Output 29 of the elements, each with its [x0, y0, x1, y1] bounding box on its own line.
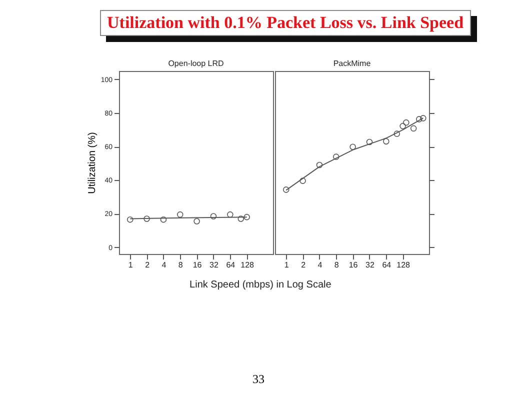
point [227, 211, 234, 218]
y-axis-title: Utilization (%) [86, 132, 98, 194]
x-tick-label: 4 [318, 260, 323, 270]
point [176, 211, 184, 218]
x-tick-label: 64 [382, 260, 392, 270]
x-tick-label: 2 [301, 260, 306, 270]
point [144, 216, 150, 222]
x-tick-label: 32 [210, 260, 219, 270]
text: 33 [252, 372, 266, 387]
x-tick-label: 1 [284, 260, 290, 270]
x-tick-label: 128 [396, 260, 411, 270]
x-tick-label: 4 [162, 260, 167, 270]
x-tick-label: 16 [192, 260, 202, 270]
point [210, 213, 217, 220]
x-tick-label: 1 [128, 260, 134, 270]
chart-subtitle: Open-loop LRD [168, 59, 224, 68]
x-tick-label: 128 [240, 260, 255, 270]
chart-title: Utilization with 0.1% Packet Loss vs. Link Speed [100, 10, 471, 36]
point [194, 218, 200, 224]
point [160, 216, 167, 223]
x-tick-label: 16 [348, 260, 358, 270]
x-tick-label: 8 [334, 260, 340, 270]
chart-subtitle: PackMime [333, 59, 372, 68]
x-tick-label: 8 [178, 260, 184, 270]
point [126, 216, 134, 223]
x-axis-title: Link Speed (mbps) in Log Scale [190, 280, 332, 290]
x-tick-label: 32 [366, 260, 375, 270]
x-tick-label: 2 [145, 260, 150, 270]
x-tick-label: 64 [226, 260, 236, 270]
